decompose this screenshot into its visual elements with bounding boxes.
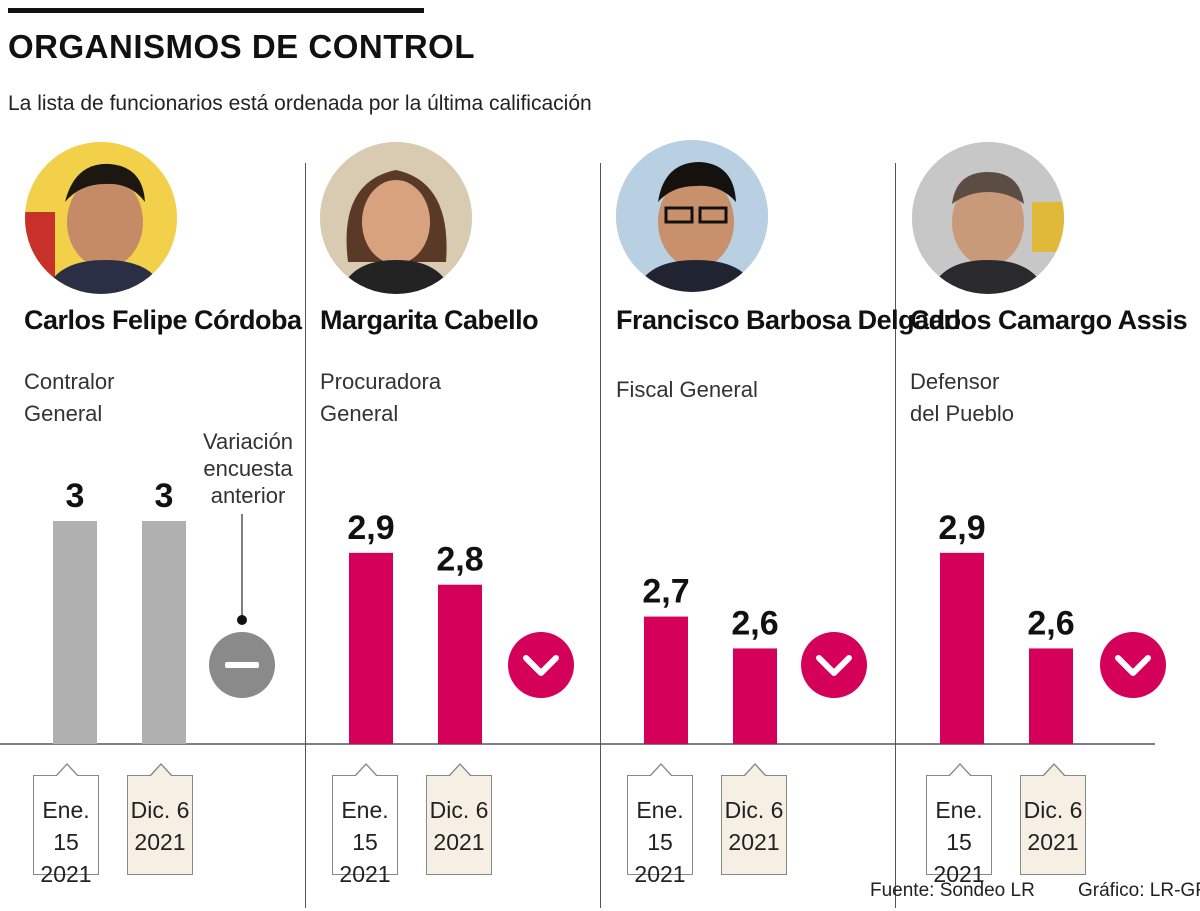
date-label: Dic. 6 2021 [1020,763,1086,875]
bar-value-label: 2,9 [938,509,985,547]
minus-icon [225,662,259,668]
official-role: Procuradora General [320,369,442,426]
date-label-text: Dic. 6 2021 [724,797,784,855]
portrait-icon [912,142,1064,294]
date-label-text: Ene. 15 2021 [933,797,985,887]
bar [349,552,393,744]
date-label-text: Dic. 6 2021 [429,797,489,855]
official-role: Contralor General [24,369,115,426]
page-title: ORGANISMOS DE CONTROL [8,28,476,65]
bar-value-label: 2,9 [347,509,394,547]
bar [1029,648,1073,744]
down-indicator-icon [508,632,574,698]
down-indicator-icon [801,632,867,698]
date-label-text: Ene. 15 2021 [634,797,686,887]
bar [940,552,984,744]
official-name: Carlos Camargo Assis [910,305,1188,335]
bar [142,521,186,744]
column-divider [600,163,601,908]
bar-value-label: 2,6 [731,604,778,642]
official-name: Francisco Barbosa Delgado [616,305,961,335]
date-label: Ene. 15 2021 [926,763,992,887]
official-role: Defensor del Pueblo [910,369,1014,426]
chevron-down-icon [816,655,852,676]
date-label-text: Ene. 15 2021 [339,797,391,887]
bar [733,648,777,744]
official-name: Margarita Cabello [320,305,539,335]
column-divider [305,163,306,908]
chevron-down-icon [523,655,559,676]
column-divider [895,163,896,908]
portrait-icon [320,142,472,294]
date-label-text: Dic. 6 2021 [1023,797,1083,855]
date-label: Dic. 6 2021 [721,763,787,875]
bar-value-label: 3 [155,477,174,515]
bar [644,616,688,744]
date-label: Dic. 6 2021 [426,763,492,875]
source-note: Fuente: Sondeo LR [870,880,1035,901]
date-label: Dic. 6 2021 [127,763,193,875]
official-name: Carlos Felipe Córdoba [24,305,302,335]
bar [438,584,482,744]
variation-label: Variación encuesta anterior [202,429,294,508]
bar-value-label: 3 [66,477,85,515]
bar [53,521,97,744]
credit-note: Gráfico: LR-GR [1078,880,1200,901]
official-role: Fiscal General [616,377,758,402]
down-indicator-icon [1100,632,1166,698]
indicator-leader-dot [237,615,247,625]
date-label-text: Ene. 15 2021 [40,797,92,887]
chevron-down-icon [1115,655,1151,676]
bar-value-label: 2,6 [1027,604,1074,642]
date-label: Ene. 15 2021 [332,763,398,887]
date-label: Ene. 15 2021 [33,763,99,887]
date-label: Ene. 15 2021 [627,763,693,887]
bar-value-label: 2,8 [436,541,483,579]
bar-value-label: 2,7 [642,573,689,611]
top-rule [8,8,424,13]
date-label-text: Dic. 6 2021 [130,797,190,855]
page-subtitle: La lista de funcionarios está ordenada p… [8,92,592,115]
